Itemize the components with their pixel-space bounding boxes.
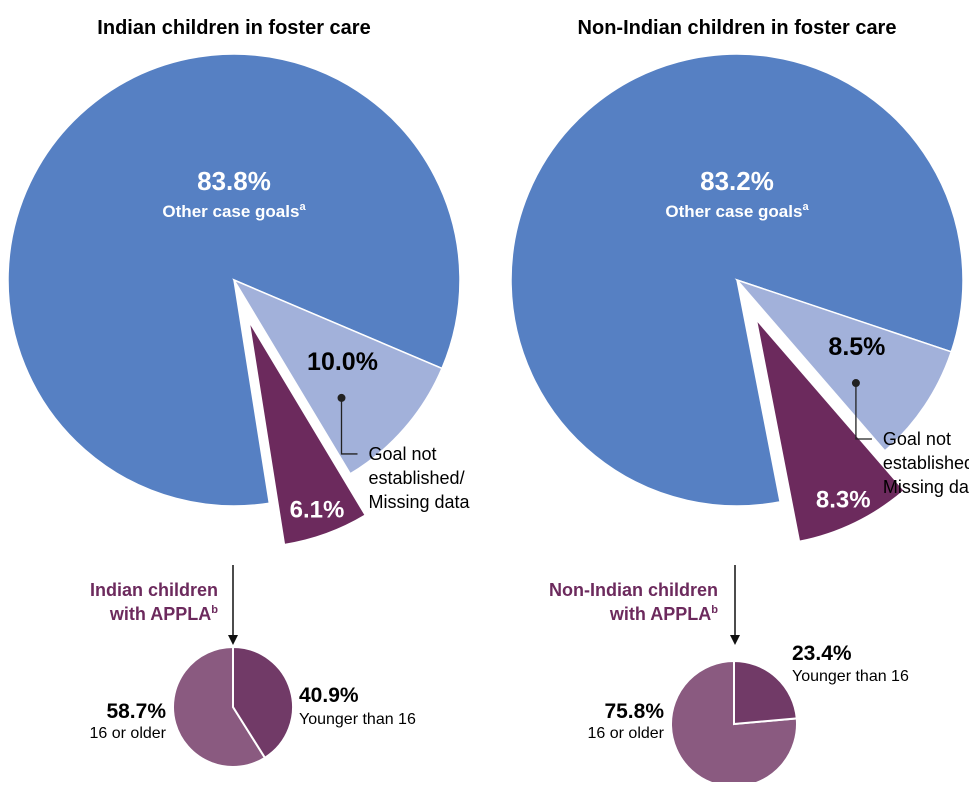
leader-line bbox=[340, 397, 358, 455]
breakdown-value-label: 23.4% bbox=[792, 642, 852, 665]
slice-category-label-line: Missing data bbox=[883, 477, 969, 497]
breakdown-slice-younger-than-16 bbox=[232, 645, 294, 760]
slice-category-label: Other case goalsa bbox=[162, 201, 306, 221]
slice-value-label: 6.1% bbox=[290, 496, 345, 523]
breakdown-value-label: 40.9% bbox=[299, 684, 359, 707]
breakdown-label-line-superscript: b bbox=[711, 604, 718, 616]
slice-value-label: 83.8% bbox=[197, 166, 271, 196]
breakdown-category-label: 16 or older bbox=[90, 725, 167, 742]
breakdown-label-line: Indian children bbox=[90, 580, 218, 600]
breakdown-label-line-superscript: b bbox=[211, 604, 218, 616]
slice-category-label-text: Other case goals bbox=[665, 202, 802, 221]
breakdown-label-line-text: with APPLA bbox=[609, 604, 711, 624]
chart-title: Non-Indian children in foster care bbox=[578, 17, 897, 39]
slice-category-label-line: Goal not bbox=[369, 444, 437, 464]
breakdown-category-label: 16 or older bbox=[588, 725, 665, 742]
breakdown-label-line-text: with APPLA bbox=[109, 604, 211, 624]
pie-slice-goal-not-established bbox=[232, 278, 443, 475]
slice-category-label-line: Missing data bbox=[369, 492, 471, 512]
slice-value-label: 8.5% bbox=[828, 333, 885, 361]
slice-category-label-text: Other case goals bbox=[162, 202, 299, 221]
slice-value-label: 83.2% bbox=[700, 166, 774, 196]
slice-value-label: 8.3% bbox=[816, 486, 871, 513]
slice-category-label-superscript: a bbox=[802, 201, 809, 213]
breakdown-value-label: 75.8% bbox=[604, 700, 664, 723]
breakdown-arrow-head bbox=[228, 635, 238, 645]
slice-category-label-line: Goal not bbox=[883, 429, 951, 449]
pie-slice-appla bbox=[754, 316, 906, 543]
slice-category-label: Other case goalsa bbox=[665, 201, 809, 221]
leader-line bbox=[855, 383, 872, 440]
breakdown-slice-younger-than-16 bbox=[733, 659, 798, 726]
breakdown-value-label: 58.7% bbox=[106, 700, 166, 723]
breakdown-arrow-head bbox=[730, 635, 740, 645]
slice-category-label-line: established/ bbox=[369, 468, 465, 488]
pie-slice-goal-not-established bbox=[734, 278, 953, 452]
chart-title: Indian children in foster care bbox=[97, 17, 370, 39]
breakdown-label-line: with APPLAb bbox=[609, 604, 718, 624]
breakdown-category-label: Younger than 16 bbox=[299, 711, 416, 728]
breakdown-category-label: Younger than 16 bbox=[792, 668, 909, 685]
slice-category-label-line: established/ bbox=[883, 453, 969, 473]
slice-category-label-superscript: a bbox=[299, 201, 306, 213]
pie-slice-appla bbox=[248, 320, 367, 546]
breakdown-slice-16-or-older bbox=[172, 645, 267, 768]
breakdown-label-line: with APPLAb bbox=[109, 604, 218, 624]
breakdown-label-line: Non-Indian children bbox=[549, 580, 718, 600]
slice-value-label: 10.0% bbox=[307, 348, 378, 376]
